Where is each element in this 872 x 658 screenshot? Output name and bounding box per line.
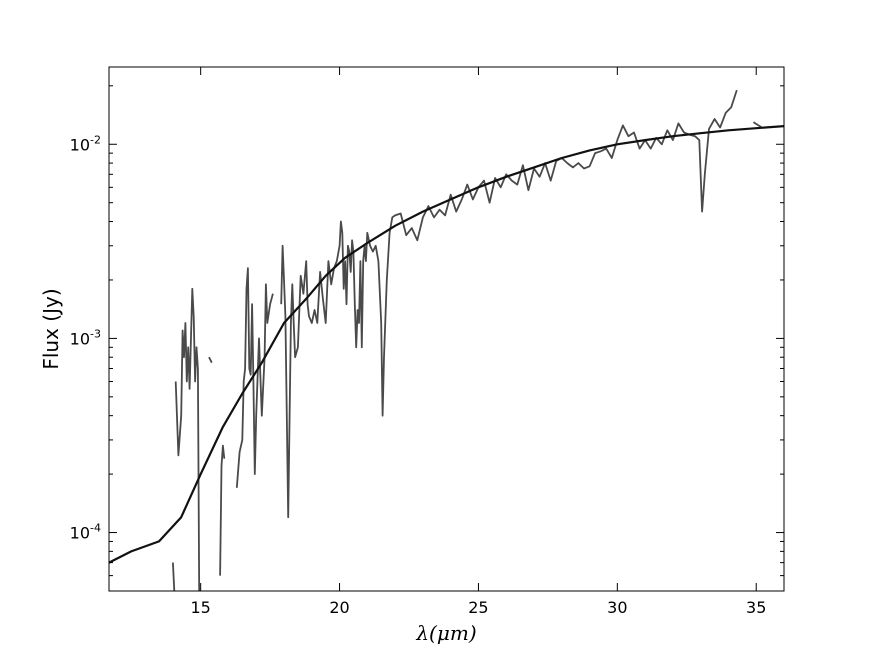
observed-spectrum-line-segment-1 (174, 287, 201, 591)
x-tick-label: 30 (607, 598, 627, 617)
observed-spectrum-line-segment-3 (219, 444, 226, 576)
series-layer (109, 89, 784, 591)
observed-spectrum-line-segment-0 (172, 562, 176, 591)
y-tick-label: 10-3 (70, 327, 101, 348)
plot-frame (108, 66, 785, 592)
observed-spectrum-line-segment-4 (235, 267, 274, 488)
model-fit-line-segment-0 (109, 125, 784, 564)
observed-spectrum-line-segment-5 (280, 89, 738, 519)
x-tick-label: 25 (468, 598, 488, 617)
observed-spectrum-line-segment-6 (752, 121, 763, 129)
y-tick-label: 10-4 (70, 522, 101, 543)
y-axis-label: Flux (Jy) (39, 288, 63, 369)
observed-spectrum-line-segment-2 (208, 356, 213, 364)
plot-area-background (109, 67, 784, 591)
y-tick-label: 10-2 (70, 133, 101, 154)
x-axis-label: λ(μm) (415, 621, 476, 645)
x-tick-label: 35 (746, 598, 766, 617)
x-tick-label: 15 (190, 598, 210, 617)
ticks-layer: 15 20 25 30 35 10-4 10-3 10-2 (70, 67, 784, 617)
x-tick-label: 20 (329, 598, 349, 617)
